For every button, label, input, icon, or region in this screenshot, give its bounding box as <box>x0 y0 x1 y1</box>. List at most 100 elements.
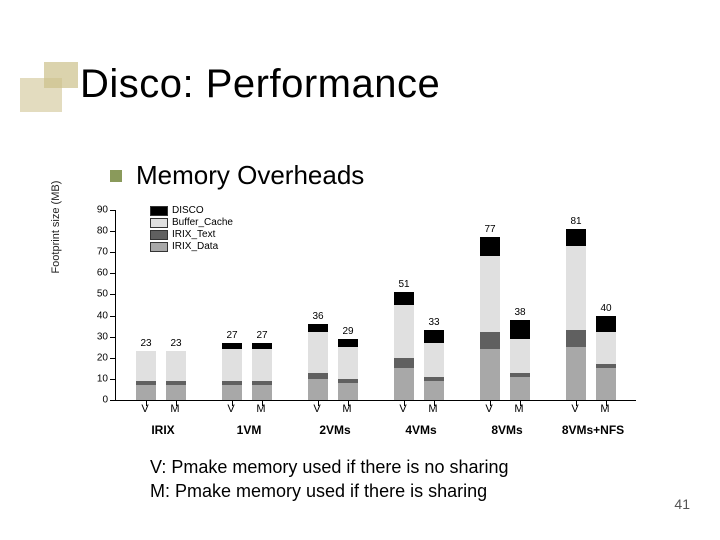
x-group-label: 2VMs <box>319 423 350 437</box>
bar-segment <box>166 351 186 381</box>
bar-value-label: 77 <box>484 224 495 235</box>
y-tick <box>110 273 116 274</box>
memory-chart: Footprint size (MB) 01020304050607080902… <box>60 205 650 435</box>
y-tick-label: 30 <box>88 331 108 342</box>
bullet-row: Memory Overheads <box>110 160 364 191</box>
caption-line: V: Pmake memory used if there is no shar… <box>150 455 509 479</box>
bar-segment <box>222 385 242 400</box>
y-tick-label: 10 <box>88 373 108 384</box>
bar <box>166 351 186 400</box>
bar-value-label: 23 <box>170 338 181 349</box>
y-tick <box>110 231 116 232</box>
y-tick-label: 90 <box>88 205 108 216</box>
legend-label: IRIX_Data <box>172 241 218 253</box>
bar <box>424 330 444 400</box>
y-tick <box>110 210 116 211</box>
bar <box>394 292 414 400</box>
bar-segment <box>480 332 500 349</box>
bar-value-label: 51 <box>398 279 409 290</box>
legend-swatch <box>150 242 168 252</box>
bar-segment <box>394 368 414 400</box>
bar-segment <box>338 339 358 347</box>
slide-title: Disco: Performance <box>80 62 440 107</box>
x-group-label: 8VMs <box>491 423 522 437</box>
bullet-icon <box>110 170 122 182</box>
legend-label: IRIX_Text <box>172 229 215 241</box>
bar <box>480 237 500 400</box>
bar-segment <box>308 324 328 332</box>
bar-segment <box>566 330 586 347</box>
y-tick <box>110 294 116 295</box>
bar-segment <box>338 383 358 400</box>
bar-sub-label: V <box>227 403 234 415</box>
caption-line: M: Pmake memory used if there is sharing <box>150 479 509 503</box>
bar-segment <box>566 347 586 400</box>
bar-segment <box>596 332 616 364</box>
bar-value-label: 81 <box>570 216 581 227</box>
legend-item: Buffer_Cache <box>150 217 233 229</box>
bar-value-label: 33 <box>428 317 439 328</box>
y-tick <box>110 400 116 401</box>
bar-segment <box>596 316 616 333</box>
y-tick-label: 70 <box>88 247 108 258</box>
bar <box>596 316 616 400</box>
bar-segment <box>222 349 242 381</box>
y-tick-label: 40 <box>88 310 108 321</box>
bar-sub-label: M <box>514 403 523 415</box>
bar-segment <box>510 339 530 373</box>
bar-segment <box>480 349 500 400</box>
bar-value-label: 29 <box>342 326 353 337</box>
bar <box>510 320 530 400</box>
bar-segment <box>424 330 444 343</box>
bar-value-label: 40 <box>600 303 611 314</box>
bar-segment <box>394 358 414 369</box>
bar <box>222 343 242 400</box>
y-tick <box>110 252 116 253</box>
caption: V: Pmake memory used if there is no shar… <box>150 455 509 503</box>
bar-segment <box>252 349 272 381</box>
bar-segment <box>394 305 414 358</box>
bar-value-label: 27 <box>256 330 267 341</box>
legend-swatch <box>150 218 168 228</box>
bar-segment <box>424 381 444 400</box>
y-tick <box>110 358 116 359</box>
bar-segment <box>480 256 500 332</box>
bar-sub-label: M <box>170 403 179 415</box>
bar-segment <box>424 343 444 377</box>
bar-segment <box>338 347 358 379</box>
chart-legend: DISCOBuffer_CacheIRIX_TextIRIX_Data <box>150 205 233 253</box>
y-tick <box>110 337 116 338</box>
bar-value-label: 27 <box>226 330 237 341</box>
legend-label: Buffer_Cache <box>172 217 233 229</box>
legend-item: DISCO <box>150 205 233 217</box>
bar-segment <box>510 377 530 400</box>
legend-swatch <box>150 206 168 216</box>
x-group-label: 1VM <box>237 423 262 437</box>
y-tick <box>110 379 116 380</box>
bar-segment <box>596 368 616 400</box>
bar <box>136 351 156 400</box>
bar-sub-label: V <box>485 403 492 415</box>
bar-segment <box>308 379 328 400</box>
page-number: 41 <box>674 496 690 512</box>
x-group-label: 8VMs+NFS <box>562 423 624 437</box>
y-tick-label: 80 <box>88 226 108 237</box>
bar-sub-label: V <box>571 403 578 415</box>
accent-box <box>44 62 78 88</box>
y-tick-label: 20 <box>88 352 108 363</box>
bar-segment <box>252 385 272 400</box>
bar-sub-label: M <box>600 403 609 415</box>
slide: Disco: Performance Memory Overheads Foot… <box>0 0 720 540</box>
bar-segment <box>566 246 586 330</box>
x-group-label: IRIX <box>151 423 174 437</box>
bar-segment <box>510 320 530 339</box>
bar-segment <box>136 351 156 381</box>
bar-segment <box>566 229 586 246</box>
legend-swatch <box>150 230 168 240</box>
y-tick-label: 50 <box>88 289 108 300</box>
y-tick <box>110 316 116 317</box>
legend-item: IRIX_Data <box>150 241 233 253</box>
bar-value-label: 36 <box>312 311 323 322</box>
bar-sub-label: M <box>428 403 437 415</box>
bar <box>252 343 272 400</box>
